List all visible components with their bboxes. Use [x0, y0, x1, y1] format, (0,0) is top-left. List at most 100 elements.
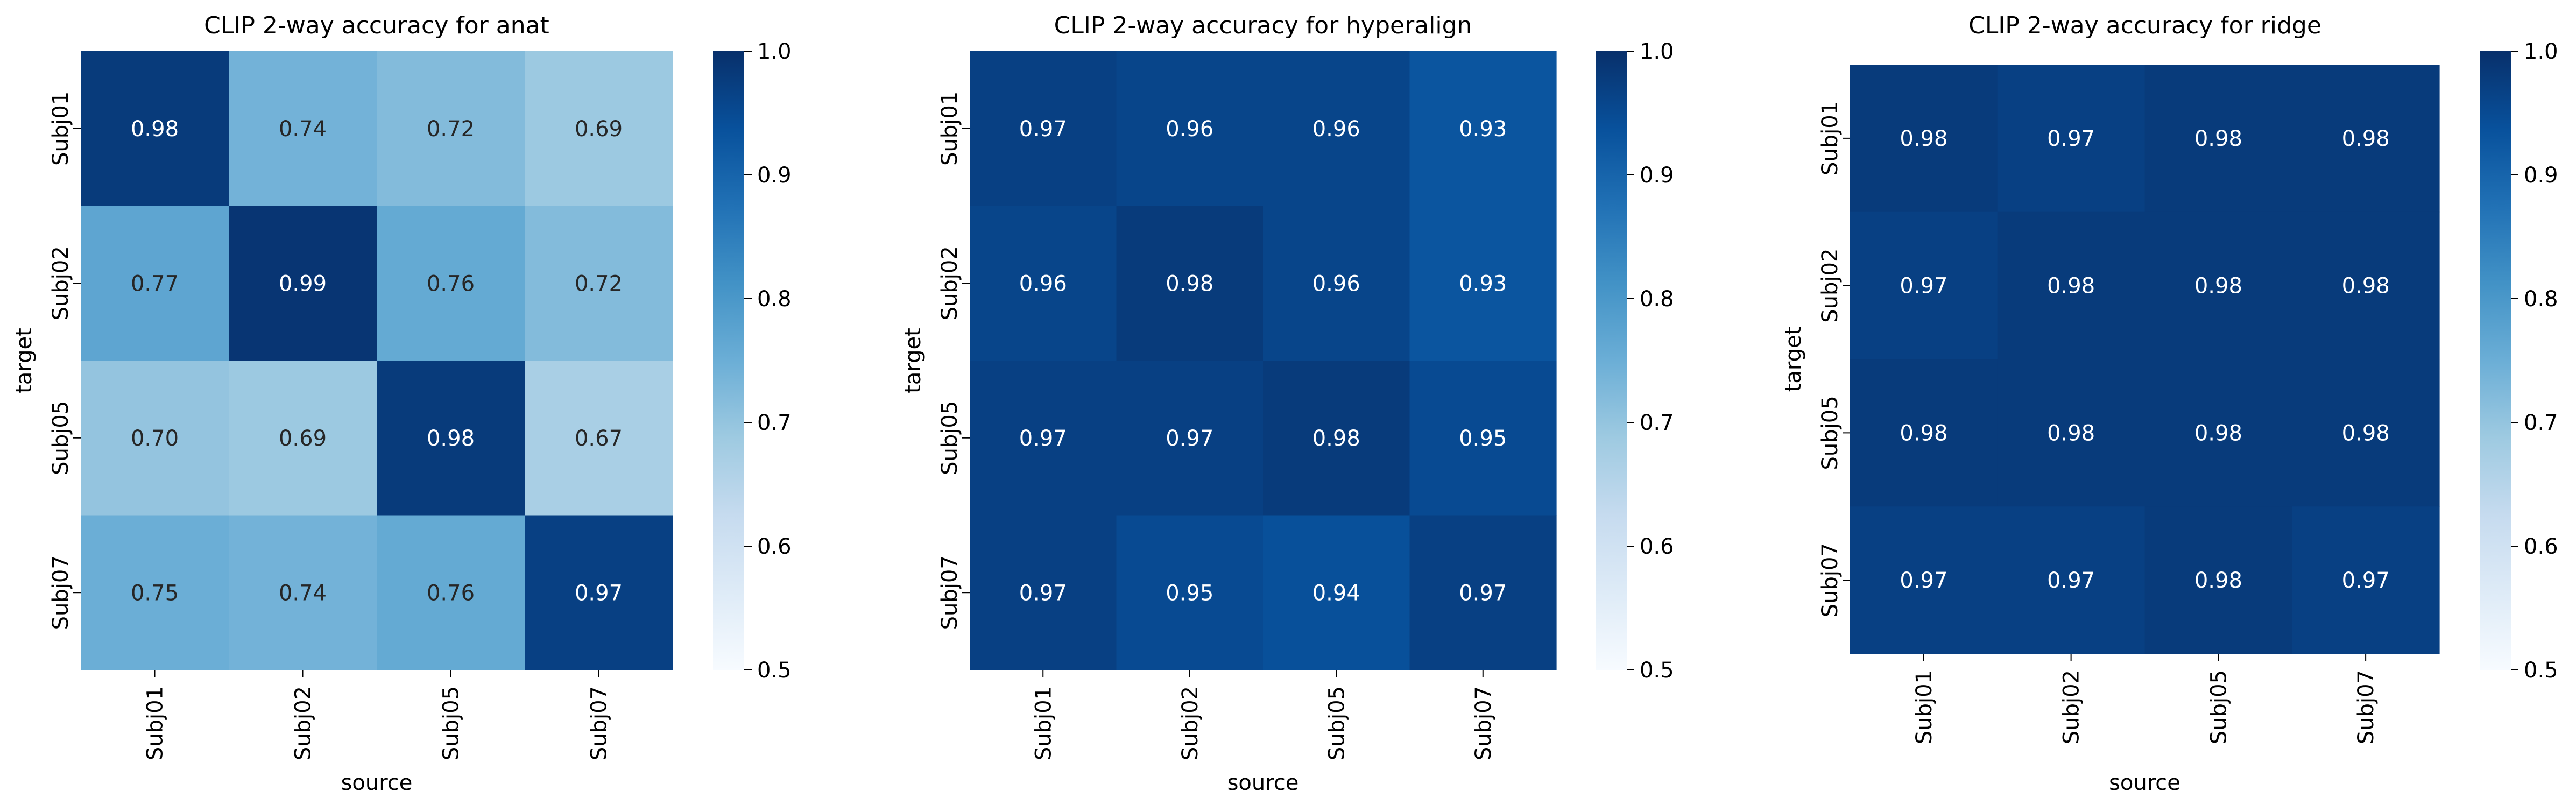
cell-value-label: 0.76: [427, 581, 475, 605]
x-tick-label: Subj02: [1178, 686, 1203, 760]
heatmap-cell: [1850, 211, 1998, 360]
colorbar-tick-label: 0.7: [2524, 411, 2558, 435]
heatmap-cell: [2292, 506, 2440, 654]
y-tick-label: Subj07: [937, 555, 962, 630]
y-tick-label: Subj01: [1818, 101, 1843, 175]
cell-value-label: 0.97: [1019, 117, 1067, 142]
heatmap-cell: [1850, 506, 1998, 654]
colorbar-tick-label: 0.9: [757, 163, 792, 188]
y-axis-label: target: [1781, 327, 1806, 392]
heatmap-cell: [377, 206, 525, 361]
x-tick-label: Subj07: [587, 686, 612, 760]
heatmap-cell: [1116, 361, 1264, 516]
heatmap-cell: [1409, 206, 1557, 361]
colorbar-tick-label: 1.0: [1640, 39, 1674, 64]
heatmap-cell: [377, 361, 525, 516]
cell-value-label: 0.72: [575, 271, 623, 296]
y-tick-label: Subj05: [48, 401, 73, 475]
cell-value-label: 0.95: [1459, 426, 1507, 451]
x-axis-label: source: [2109, 771, 2180, 795]
heatmap-cell: [81, 206, 229, 361]
heatmap-cell: [2144, 506, 2292, 654]
y-tick-label: Subj02: [48, 246, 73, 320]
cell-value-label: 0.98: [2194, 274, 2242, 299]
x-tick-label: Subj02: [2059, 670, 2084, 744]
colorbar-tick-label: 1.0: [757, 39, 792, 64]
heatmap-cell: [2144, 211, 2292, 360]
x-tick-label: Subj05: [1324, 686, 1349, 760]
cell-value-label: 0.97: [1019, 581, 1067, 605]
colorbar-tick-label: 0.7: [1640, 411, 1674, 435]
colorbar-tick-label: 0.7: [757, 411, 792, 435]
cell-value-label: 0.97: [1900, 274, 1947, 299]
x-tick-label: Subj01: [1031, 686, 1056, 760]
chart-title: CLIP 2-way accuracy for ridge: [1968, 12, 2321, 39]
cell-value-label: 0.77: [131, 271, 179, 296]
heatmap-cell: [1263, 51, 1410, 207]
heatmap-cell: [1997, 65, 2146, 213]
heatmap-cell: [525, 206, 673, 361]
cell-value-label: 0.67: [575, 426, 623, 451]
colorbar-tick-label: 0.8: [1640, 287, 1674, 312]
heatmap-panel-3: CLIP 2-way accuracy for ridge 0.98 0.97 0.9…: [1781, 12, 2558, 795]
cell-value-label: 0.97: [1459, 581, 1507, 605]
heatmap-cell: [229, 51, 377, 207]
cell-value-label: 0.98: [2194, 126, 2242, 151]
cell-value-label: 0.74: [279, 581, 327, 605]
cell-value-label: 0.98: [2194, 421, 2242, 446]
cell-value-label: 0.94: [1312, 581, 1360, 605]
heatmap-cell: [970, 515, 1117, 670]
cell-value-label: 0.98: [1900, 421, 1947, 446]
heatmap-cell: [229, 206, 377, 361]
cell-value-label: 0.98: [2047, 421, 2095, 446]
heatmap-cell: [970, 51, 1117, 207]
heatmap-cell: [81, 51, 229, 207]
cell-value-label: 0.74: [279, 117, 327, 142]
heatmap-cell: [1997, 359, 2146, 507]
colorbar: [2480, 51, 2511, 670]
heatmap-cell: [1409, 361, 1557, 516]
cell-value-label: 0.97: [575, 581, 623, 605]
y-tick-label: Subj05: [937, 401, 962, 475]
x-tick-label: Subj07: [1471, 686, 1496, 760]
cell-value-label: 0.98: [2194, 568, 2242, 593]
heatmap-cell: [1850, 65, 1998, 213]
cell-value-label: 0.98: [2342, 421, 2390, 446]
x-tick-label: Subj05: [439, 686, 464, 760]
cell-value-label: 0.93: [1459, 271, 1507, 296]
heatmap-cell: [1116, 51, 1264, 207]
heatmap-cell: [229, 361, 377, 516]
heatmap-cell: [1263, 206, 1410, 361]
colorbar-tick-label: 0.8: [757, 287, 792, 312]
heatmap-cell: [970, 206, 1117, 361]
y-tick-label: Subj01: [48, 91, 73, 166]
heatmap-cell: [1116, 206, 1264, 361]
cell-value-label: 0.98: [131, 117, 179, 142]
heatmap-cell: [1263, 515, 1410, 670]
cell-value-label: 0.96: [1312, 117, 1360, 142]
heatmap-cell: [377, 515, 525, 670]
heatmap-cell: [1263, 361, 1410, 516]
heatmap-cell: [970, 361, 1117, 516]
cell-value-label: 0.98: [2047, 274, 2095, 299]
cell-value-label: 0.69: [279, 426, 327, 451]
colorbar-tick-label: 0.5: [1640, 658, 1674, 683]
heatmap-cell: [525, 361, 673, 516]
colorbar-tick-label: 0.6: [757, 534, 792, 559]
heatmap-cell: [2292, 65, 2440, 213]
cell-value-label: 0.97: [2047, 568, 2095, 593]
cell-value-label: 0.97: [1166, 426, 1213, 451]
heatmap-cell: [1409, 51, 1557, 207]
x-tick-label: Subj01: [1912, 670, 1937, 744]
heatmap-cell: [2144, 359, 2292, 507]
colorbar-tick-label: 1.0: [2524, 39, 2558, 64]
heatmap-cell: [1116, 515, 1264, 670]
colorbar-tick-label: 0.6: [2524, 534, 2558, 559]
y-tick-label: Subj01: [937, 91, 962, 166]
x-tick-label: Subj01: [143, 686, 168, 760]
y-tick-label: Subj02: [937, 246, 962, 320]
cell-value-label: 0.96: [1019, 271, 1067, 296]
cell-value-label: 0.97: [2047, 126, 2095, 151]
